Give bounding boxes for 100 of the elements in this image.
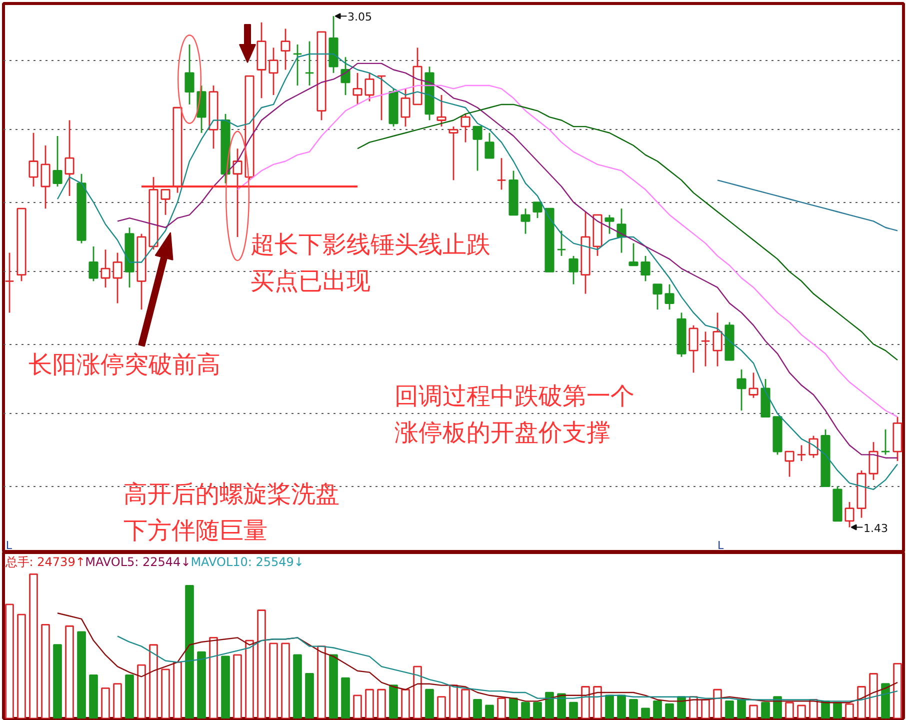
candlestick	[100, 248, 110, 288]
candlestick	[784, 450, 794, 478]
bar	[497, 698, 506, 718]
bar	[53, 644, 62, 718]
candlestick	[700, 330, 710, 368]
candlestick	[340, 56, 350, 96]
bar	[221, 656, 230, 718]
bar	[137, 664, 146, 718]
bar	[425, 688, 434, 718]
bar	[893, 662, 902, 718]
bar	[509, 698, 518, 718]
bar	[437, 696, 446, 718]
text: 总手: 24739↑	[4, 554, 86, 569]
bar	[533, 702, 542, 718]
annotation: 长阳涨停突破前高	[28, 350, 221, 379]
candlestick	[844, 501, 854, 528]
bar	[713, 688, 722, 718]
candlestick	[64, 120, 74, 197]
candlestick	[712, 312, 722, 368]
bar	[869, 673, 878, 718]
bar	[581, 686, 590, 718]
bar	[461, 688, 470, 718]
bar	[389, 684, 398, 718]
bar	[797, 704, 806, 718]
bar	[617, 694, 626, 718]
text: MAVOL5: 22544↓	[85, 554, 191, 569]
bar	[329, 654, 338, 718]
bar	[77, 631, 86, 718]
annotation: 高开后的螺旋桨洗盘下方伴随巨量	[124, 480, 340, 544]
candlestick	[604, 214, 614, 235]
candlestick	[268, 46, 278, 96]
bar	[41, 624, 50, 718]
bar	[353, 694, 362, 718]
candlestick	[664, 284, 674, 310]
bar	[149, 644, 158, 718]
candlestick	[868, 441, 878, 481]
bar	[209, 636, 218, 718]
candlestick	[532, 202, 542, 219]
bar	[377, 688, 386, 718]
bar	[473, 699, 482, 718]
bar	[785, 702, 794, 718]
candlestick	[4, 252, 14, 314]
candlestick	[400, 88, 410, 128]
bar	[725, 700, 734, 718]
bar	[701, 699, 710, 718]
bar	[629, 699, 638, 718]
bar	[521, 702, 530, 718]
annotation: 1.43	[864, 522, 888, 535]
bar	[101, 687, 110, 718]
bar	[749, 704, 758, 718]
candlestick	[484, 132, 494, 159]
bar	[641, 708, 650, 718]
text: MAVOL10: 25549↓	[190, 554, 304, 569]
bar	[605, 694, 614, 718]
candlestick	[40, 144, 50, 210]
candlestick	[688, 324, 698, 374]
bar	[233, 654, 242, 718]
bar	[833, 702, 842, 718]
bar	[185, 585, 194, 718]
bar	[161, 668, 170, 718]
candlestick	[796, 444, 806, 462]
bar	[317, 646, 326, 718]
bar	[197, 651, 206, 718]
candlestick	[472, 126, 482, 172]
candlestick	[184, 44, 194, 106]
candlestick	[520, 208, 530, 235]
candlestick	[640, 255, 650, 282]
candlestick	[52, 135, 62, 188]
bar	[653, 700, 662, 718]
candlestick	[628, 242, 638, 266]
candlestick	[304, 40, 314, 86]
candlestick	[496, 157, 506, 190]
bar	[113, 683, 122, 718]
bar	[65, 625, 74, 718]
candlestick	[556, 230, 566, 257]
annotation: L	[6, 538, 13, 552]
bar	[257, 610, 266, 718]
candlestick	[880, 428, 890, 456]
candlestick	[448, 126, 458, 181]
bar	[413, 666, 422, 718]
bar	[557, 693, 566, 718]
bar	[665, 703, 674, 718]
bar	[569, 702, 578, 718]
candlestick	[88, 246, 98, 282]
bar	[293, 654, 302, 718]
bar	[125, 674, 134, 718]
candlestick	[232, 148, 242, 238]
candlestick	[292, 44, 302, 86]
bar	[269, 642, 278, 718]
candlestick	[460, 113, 470, 144]
bar	[29, 573, 38, 718]
bar	[5, 604, 14, 718]
bar	[89, 674, 98, 718]
candlestick	[112, 252, 122, 304]
bar	[545, 692, 554, 718]
bar	[881, 683, 890, 718]
candlestick	[748, 372, 758, 399]
candlestick	[568, 255, 578, 286]
candlestick	[652, 284, 662, 310]
bar	[857, 686, 866, 718]
